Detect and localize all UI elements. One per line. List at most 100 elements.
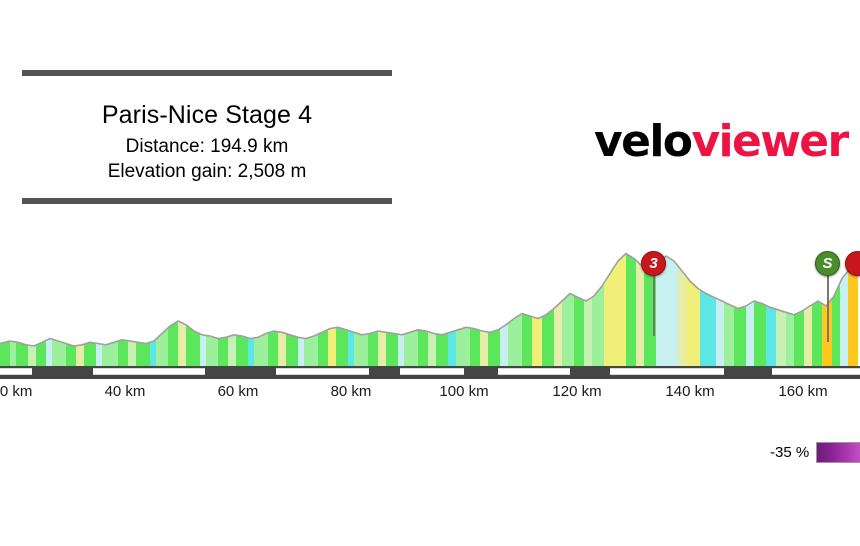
gradient-band (766, 253, 776, 366)
gradient-band (840, 253, 848, 366)
gradient-band (218, 253, 228, 366)
gradient-legend-label: -35 % (770, 444, 810, 461)
sprint-badge-icon[interactable]: S (815, 251, 840, 276)
stage-distance: Distance: 194.9 km (125, 135, 289, 157)
stage-title-block: Paris-Nice Stage 4 Distance: 194.9 km El… (22, 70, 392, 204)
gradient-band (418, 253, 428, 366)
gradient-band (428, 253, 436, 366)
gradient-band (368, 253, 378, 366)
gradient-band (254, 253, 268, 366)
gradient-band (554, 253, 562, 366)
gradient-band (542, 253, 554, 366)
gradient-band (128, 253, 136, 366)
road-segment (93, 368, 205, 375)
gradient-band (328, 253, 336, 366)
gradient-band (436, 253, 448, 366)
gradient-band (562, 253, 574, 366)
gradient-band (636, 253, 644, 366)
gradient-band (378, 253, 386, 366)
gradient-band (318, 253, 328, 366)
gradient-band (776, 253, 786, 366)
gradient-band (678, 253, 686, 366)
gradient-band (724, 253, 734, 366)
road-segment (610, 368, 724, 375)
gradient-band (480, 253, 488, 366)
gradient-band (832, 253, 840, 366)
elevation-profile-svg (0, 252, 859, 366)
axis-tick-label: 60 km (217, 383, 259, 400)
gradient-band (584, 253, 592, 366)
profile-outline (0, 252, 859, 347)
gradient-legend: -35 % (770, 442, 860, 463)
veloviewer-logo: veloviewer (594, 120, 849, 164)
route-road-bar (0, 366, 860, 379)
gradient-band (348, 253, 354, 366)
road-segment (772, 368, 860, 375)
gradient-band (522, 253, 532, 366)
road-segment (276, 368, 369, 375)
axis-tick-label: 40 km (104, 383, 146, 400)
road-segment (0, 368, 32, 375)
gradient-band (248, 253, 254, 366)
gradient-band (716, 253, 724, 366)
axis-tick-label: 20 km (0, 383, 33, 400)
axis-tick-label: 80 km (330, 383, 372, 400)
gradient-band (734, 253, 746, 366)
gradient-band (298, 253, 304, 366)
gradient-band (532, 253, 542, 366)
gradient-band (656, 253, 678, 366)
climb-category-badge-icon[interactable]: 3 (641, 251, 666, 276)
gradient-band (118, 253, 128, 366)
marker-stem (826, 264, 829, 342)
gradient-band (812, 253, 822, 366)
gradient-band (456, 253, 470, 366)
axis-tick-label: 140 km (665, 383, 715, 400)
gradient-band (404, 253, 418, 366)
gradient-band (354, 253, 368, 366)
title-rule-bottom (22, 197, 392, 204)
gradient-band (186, 253, 200, 366)
axis-tick-label: 120 km (552, 383, 602, 400)
gradient-band (206, 253, 218, 366)
gradient-band (76, 253, 84, 366)
gradient-band (66, 253, 76, 366)
gradient-band (574, 253, 584, 366)
gradient-band (448, 253, 456, 366)
title-rule-top (22, 70, 392, 76)
gradient-band (794, 253, 804, 366)
gradient-band (848, 253, 858, 366)
marker-stem (652, 264, 655, 336)
elevation-profile-chart (0, 210, 860, 380)
gradient-band (156, 253, 168, 366)
distance-axis: 20 km 40 km 60 km 80 km 100 km 120 km 140 km 16… (0, 383, 860, 407)
gradient-band (386, 253, 398, 366)
gradient-band (746, 253, 754, 366)
gradient-bands-group (0, 253, 858, 366)
gradient-legend-swatch (816, 442, 860, 463)
gradient-band (786, 253, 794, 366)
gradient-band (700, 253, 716, 366)
road-segment (498, 368, 570, 375)
gradient-band (236, 253, 248, 366)
gradient-band (278, 253, 286, 366)
gradient-band (488, 253, 500, 366)
page-title: Paris-Nice Stage 4 (101, 101, 313, 129)
gradient-band (754, 253, 766, 366)
logo-velo-text: velo (594, 116, 693, 167)
gradient-band (804, 253, 812, 366)
gradient-band (500, 253, 508, 366)
axis-tick-label: 160 km (778, 383, 828, 400)
road-segment (400, 368, 464, 375)
gradient-band (304, 253, 318, 366)
gradient-band (200, 253, 206, 366)
logo-viewer-text: viewer (691, 116, 849, 167)
gradient-band (604, 253, 626, 366)
gradient-band (336, 253, 348, 366)
gradient-band (470, 253, 480, 366)
gradient-band (268, 253, 278, 366)
gradient-band (398, 253, 404, 366)
stage-elevation-gain: Elevation gain: 2,508 m (107, 160, 307, 182)
gradient-band (168, 253, 178, 366)
gradient-band (626, 253, 636, 366)
